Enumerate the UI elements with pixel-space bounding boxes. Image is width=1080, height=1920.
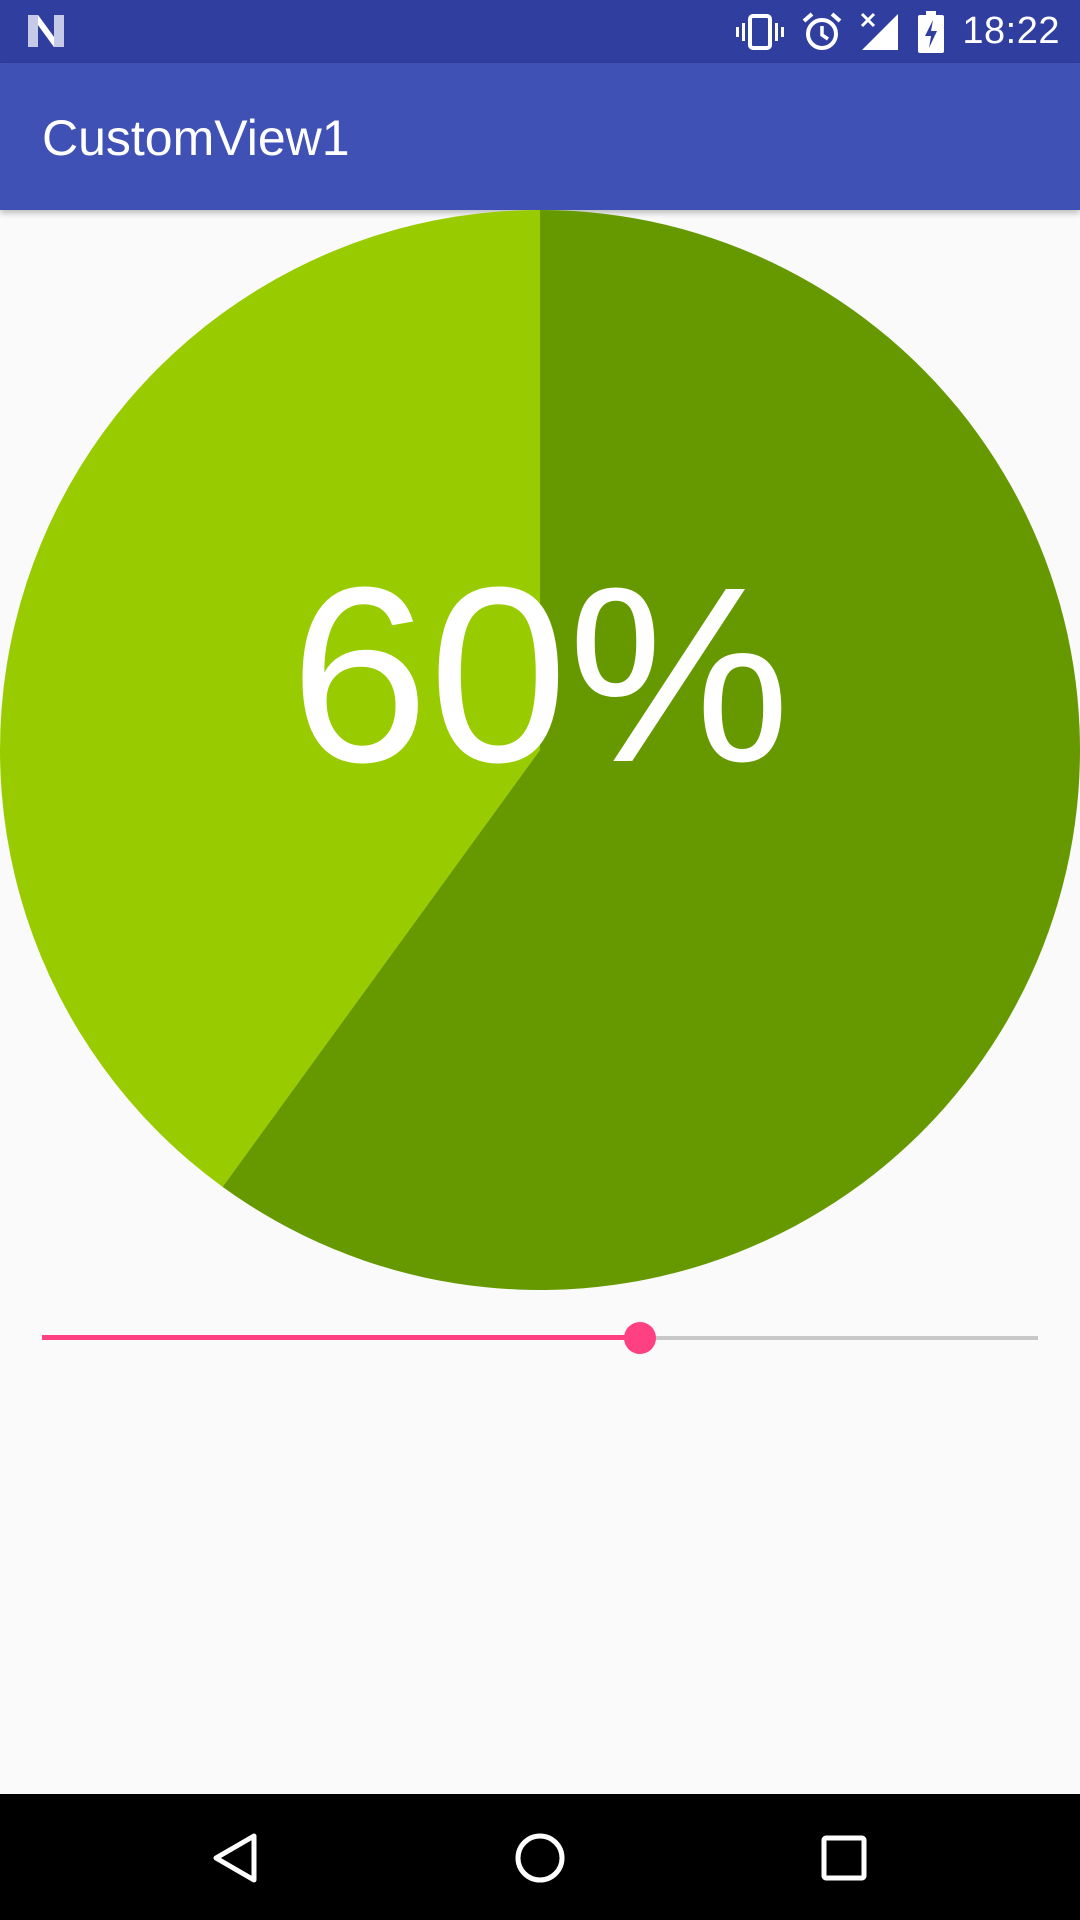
seekbar-thumb[interactable] <box>623 1322 656 1354</box>
progress-seekbar[interactable] <box>42 1314 1038 1362</box>
battery-charging-icon <box>918 10 945 53</box>
status-time: 18:22 <box>962 10 1060 52</box>
recents-button[interactable] <box>808 1822 880 1894</box>
home-button[interactable] <box>504 1822 576 1894</box>
pie-slice-remaining <box>0 210 540 1187</box>
notification-n-icon <box>26 13 66 49</box>
home-icon <box>515 1833 565 1883</box>
recents-icon <box>821 1835 867 1881</box>
navigation-bar <box>0 1794 1080 1920</box>
alarm-icon <box>802 11 842 52</box>
status-bar: 18:22 <box>0 0 1080 63</box>
back-icon <box>213 1833 257 1883</box>
pie-view: 60% <box>0 210 1080 1290</box>
pie-chart <box>0 210 1080 1290</box>
app-bar: CustomView1 <box>0 63 1080 210</box>
pie-slice-filled <box>222 210 1080 1290</box>
vibrate-icon <box>736 12 785 52</box>
seekbar-progress <box>42 1335 640 1340</box>
page-title: CustomView1 <box>42 110 350 166</box>
content-area: 60% <box>0 210 1080 1794</box>
back-button[interactable] <box>200 1822 272 1894</box>
signal-no-data-icon <box>860 12 900 52</box>
status-icons: 18:22 <box>736 0 1060 63</box>
